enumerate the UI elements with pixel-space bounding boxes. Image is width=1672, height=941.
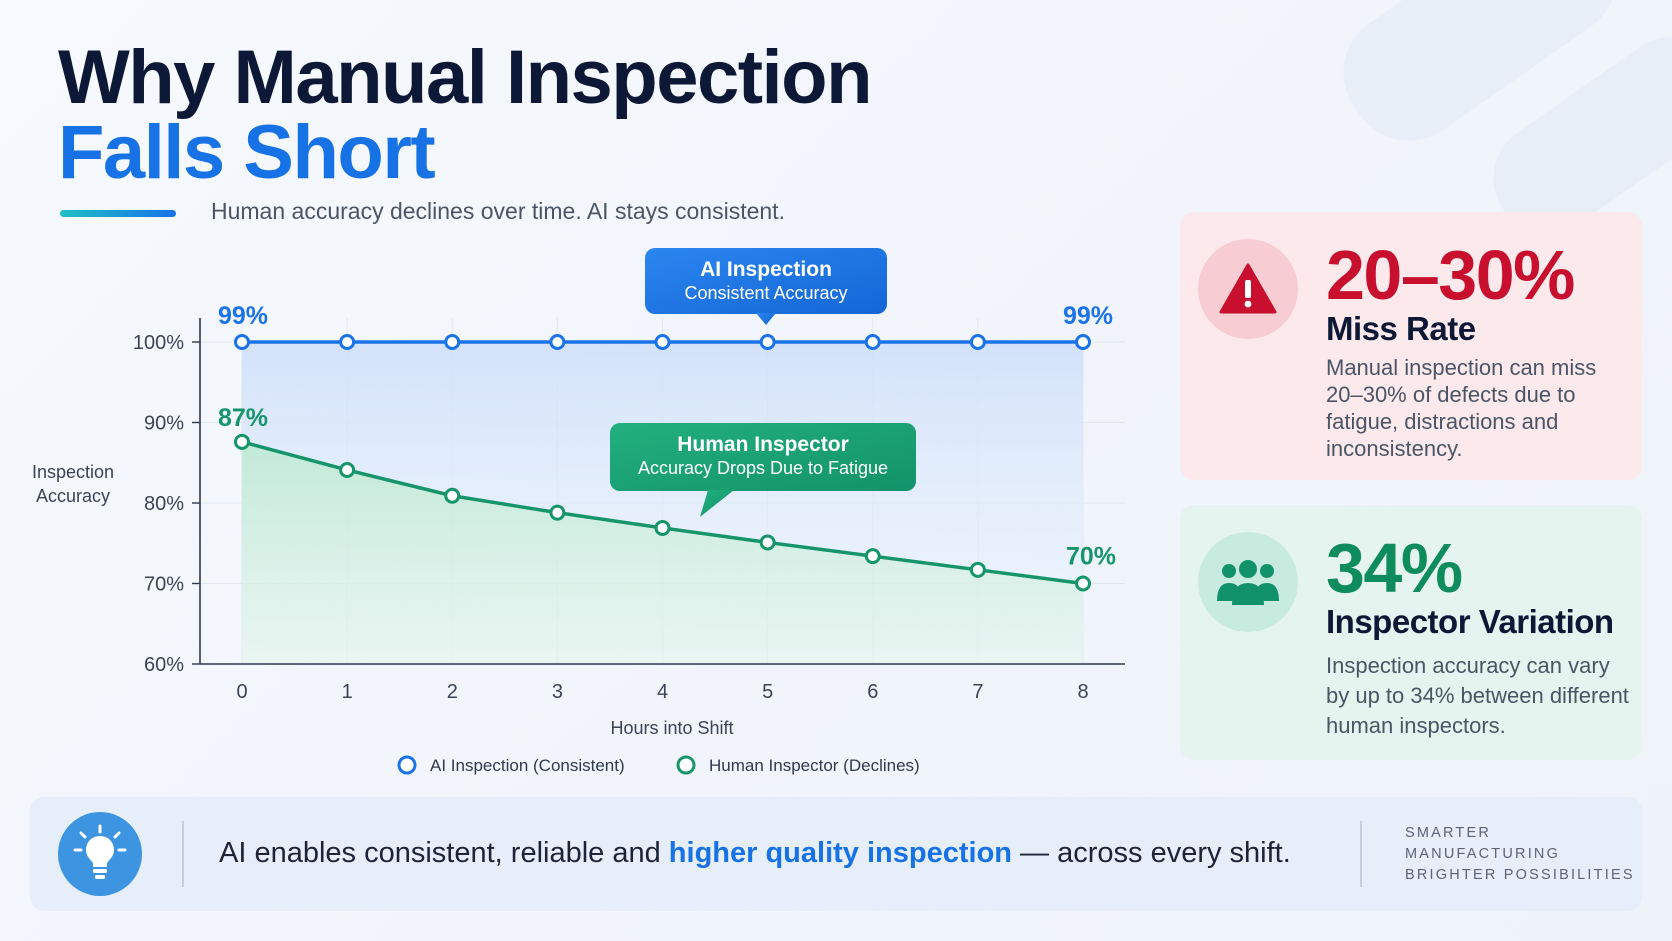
ai-data-point: [234, 334, 250, 350]
y-tick-label: 70%: [144, 574, 184, 596]
x-tick-label: 1: [342, 681, 353, 703]
human-data-point: [969, 561, 986, 578]
legend-marker-human: [676, 755, 696, 775]
human-data-point: [549, 504, 566, 521]
inspector-variation-card: 34% Inspector Variation Inspection accur…: [1180, 505, 1642, 760]
accuracy-line-chart: 100% 90% 80% 70% 60% 0 1 2 3 4 5 6 7 8 Hours into Shif…: [32, 248, 1125, 775]
footer-text-after: — across every shift.: [1012, 837, 1291, 869]
ai-data-point: [549, 334, 566, 350]
x-tick-label: 4: [657, 681, 668, 703]
human-data-point: [339, 461, 356, 478]
x-tick-label: 3: [552, 681, 563, 703]
title-underline: [60, 210, 176, 217]
miss-rate-value: 20–30%: [1326, 236, 1575, 314]
footer-tagline: SMARTER MANUFACTURING BRIGHTER POSSIBILI…: [1405, 823, 1635, 886]
human-end-value-label: 70%: [1066, 543, 1116, 571]
legend-label-human: Human Inspector (Declines): [709, 756, 920, 775]
human-start-value-label: 87%: [218, 404, 268, 432]
ai-data-point: [759, 334, 776, 350]
ai-data-point: [339, 334, 356, 350]
human-callout-title: Human Inspector: [677, 433, 849, 456]
y-tick-label: 60%: [144, 654, 184, 676]
human-data-point: [864, 548, 881, 565]
x-tick-label: 8: [1077, 681, 1088, 703]
human-callout-box: [610, 423, 916, 491]
human-data-point: [234, 433, 250, 450]
variation-heading: Inspector Variation: [1326, 603, 1614, 640]
tagline-line-3: BRIGHTER POSSIBILITIES: [1405, 867, 1635, 883]
human-data-point: [1075, 575, 1091, 592]
page-title-line2: Falls Short: [58, 110, 436, 195]
footer-divider: [182, 821, 184, 887]
variation-description: Inspection accuracy can vary by up to 34…: [1326, 653, 1629, 738]
lightbulb-icon: [58, 812, 142, 896]
footer-divider: [1360, 821, 1362, 887]
y-tick-label: 90%: [144, 413, 184, 435]
ai-start-value-label: 99%: [218, 302, 268, 330]
footer-banner: AI enables consistent, reliable and high…: [30, 797, 1642, 911]
y-axis-label-line1: Inspection: [32, 462, 114, 482]
tagline-line-2: MANUFACTURING: [1405, 846, 1561, 862]
x-tick-label: 7: [972, 681, 983, 703]
legend-label-ai: AI Inspection (Consistent): [430, 756, 625, 775]
footer-text-before: AI enables consistent, reliable and: [219, 837, 669, 869]
warning-icon: [1198, 239, 1298, 339]
ai-callout-box: [645, 248, 887, 314]
human-callout-tail: [700, 490, 734, 517]
ai-data-point: [1075, 334, 1091, 350]
ai-data-point: [969, 334, 986, 350]
ai-data-point: [864, 334, 881, 350]
footer-text-highlight: higher quality inspection: [668, 837, 1012, 869]
ai-data-point: [444, 334, 461, 350]
x-tick-label: 2: [447, 681, 458, 703]
ai-callout-title: AI Inspection: [700, 258, 832, 281]
people-icon: [1198, 532, 1298, 632]
human-data-point: [654, 519, 671, 536]
human-callout-subtitle: Accuracy Drops Due to Fatigue: [638, 458, 888, 478]
ai-data-point: [654, 334, 671, 350]
x-axis-label: Hours into Shift: [610, 718, 733, 738]
page-subtitle: Human accuracy declines over time. AI st…: [211, 198, 785, 224]
miss-rate-description: Manual inspection can miss 20–30% of def…: [1326, 355, 1597, 461]
tagline-line-1: SMARTER: [1405, 825, 1492, 841]
miss-rate-card: 20–30% Miss Rate Manual inspection can m…: [1180, 212, 1642, 480]
x-tick-label: 5: [762, 681, 773, 703]
page-title-line1: Why Manual Inspection: [58, 35, 873, 120]
ai-end-value-label: 99%: [1063, 302, 1113, 330]
y-axis-label-line2: Accuracy: [36, 486, 110, 506]
ai-callout-tail: [756, 313, 776, 325]
footer-message: AI enables consistent, reliable and high…: [219, 837, 1291, 870]
x-tick-label: 0: [236, 681, 247, 703]
ai-callout-subtitle: Consistent Accuracy: [684, 283, 847, 303]
variation-value: 34%: [1326, 529, 1463, 607]
human-data-point: [759, 534, 776, 551]
y-tick-label: 100%: [133, 332, 184, 354]
x-tick-label: 6: [867, 681, 878, 703]
miss-rate-heading: Miss Rate: [1326, 310, 1476, 347]
human-data-point: [444, 487, 461, 504]
legend-marker-ai: [397, 755, 417, 775]
y-tick-label: 80%: [144, 493, 184, 515]
